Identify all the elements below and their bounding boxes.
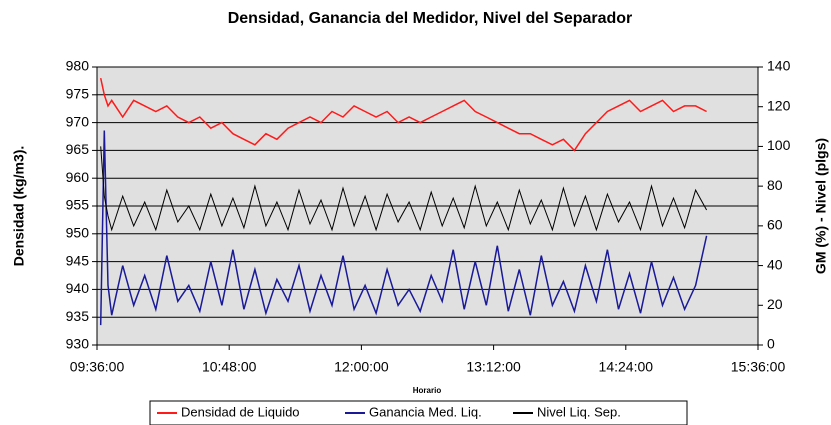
x-tick-label: 13:12:00 [466, 359, 521, 375]
y2-tick-label: 0 [767, 336, 775, 352]
y-tick-label: 955 [66, 197, 90, 213]
legend-label: Densidad de Liquido [181, 404, 300, 419]
legend-label: Nivel Liq. Sep. [537, 404, 621, 419]
y-axis-title: Densidad (kg/m3). [11, 146, 27, 267]
y-tick-label: 935 [66, 308, 90, 324]
y-tick-label: 940 [66, 280, 90, 296]
series-line [99, 77, 707, 152]
y2-tick-label: 80 [767, 177, 783, 193]
y2-tick-label: 120 [767, 97, 791, 113]
y-tick-label: 970 [66, 113, 90, 129]
y-tick-label: 945 [66, 252, 90, 268]
y2-axis-title: GM (%) - Nivel (plgs) [813, 138, 829, 274]
x-tick-label: 10:48:00 [202, 359, 257, 375]
x-tick-label: 09:36:00 [70, 359, 125, 375]
series-line [99, 130, 708, 326]
legend-label: Ganancia Med. Liq. [369, 404, 482, 419]
y2-tick-label: 100 [767, 137, 791, 153]
y-tick-label: 975 [66, 86, 90, 102]
chart-title: Densidad, Ganancia del Medidor, Nivel de… [228, 10, 633, 27]
y-tick-label: 965 [66, 141, 90, 157]
y2-tick-label: 20 [767, 296, 783, 312]
y-tick-label: 980 [66, 58, 90, 74]
y-tick-label: 950 [66, 225, 90, 241]
x-axis-title: Horario [413, 386, 442, 395]
y2-tick-label: 140 [767, 58, 791, 74]
x-tick-label: 14:24:00 [599, 359, 654, 375]
y2-tick-label: 60 [767, 217, 783, 233]
x-tick-label: 12:00:00 [334, 359, 389, 375]
y2-tick-label: 40 [767, 256, 783, 272]
legend [149, 400, 688, 425]
series-line [100, 146, 708, 232]
x-tick-label: 15:36:00 [731, 359, 786, 375]
y-tick-label: 960 [66, 169, 90, 185]
y-tick-label: 930 [66, 336, 90, 352]
